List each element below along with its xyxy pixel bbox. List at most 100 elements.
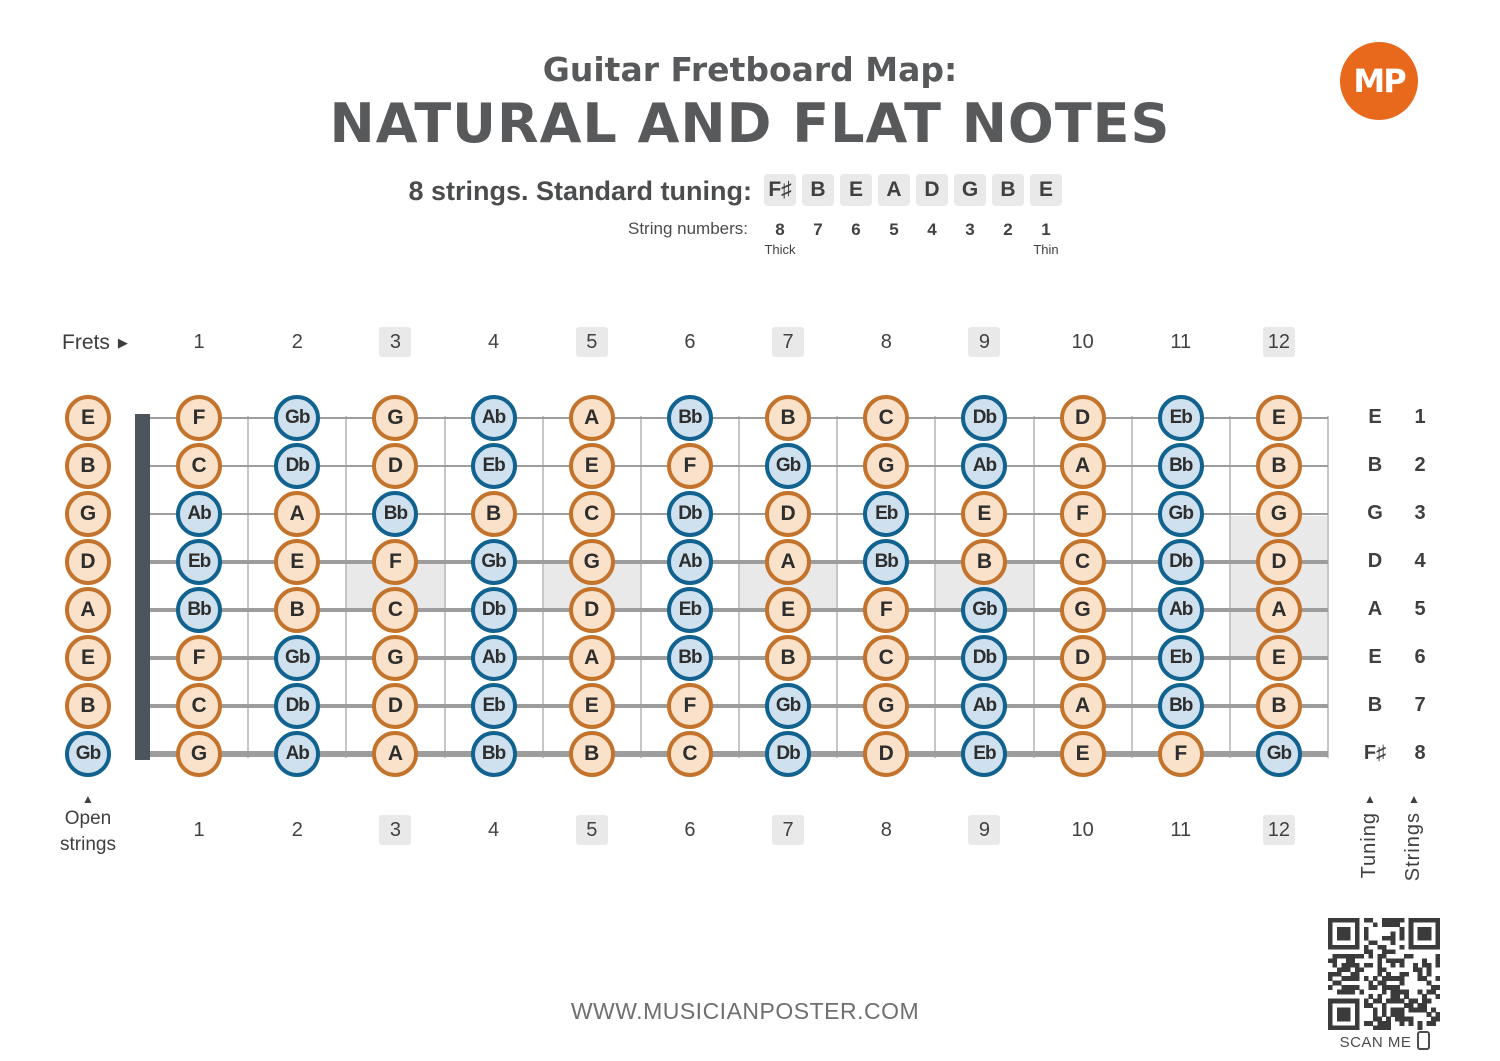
note-circle: D	[1059, 395, 1106, 441]
string-number: 1	[1041, 220, 1051, 239]
note-circle: E	[1059, 731, 1106, 777]
note-circle: A	[274, 491, 321, 537]
fret-number: 11	[1170, 331, 1192, 353]
fret-number: 9	[968, 327, 1001, 357]
string-number: 5	[889, 220, 899, 239]
note-circle: A	[1059, 683, 1106, 729]
fret-wire	[345, 416, 348, 758]
note-circle: Gb	[765, 683, 812, 729]
note-circle: Bb	[1157, 683, 1204, 729]
string-number: 8	[775, 220, 785, 239]
fret-number: 8	[880, 819, 892, 841]
note-circle: G	[176, 731, 223, 777]
fret-number: 1	[193, 819, 205, 841]
strings-axis-arrow-icon: ▲	[1408, 792, 1420, 806]
fret-number: 3	[379, 327, 412, 357]
note-circle: C	[666, 731, 713, 777]
fret-number: 8	[880, 331, 892, 353]
note-circle: Eb	[961, 731, 1008, 777]
string-tuning-label: B	[1367, 454, 1383, 476]
fret-number: 11	[1170, 819, 1192, 841]
strings-axis-label: Strings	[1402, 812, 1424, 882]
note-circle: B	[1255, 683, 1302, 729]
note-circle: F	[863, 587, 910, 633]
note-circle: D	[765, 491, 812, 537]
note-circle: B	[470, 491, 517, 537]
fret-number: 12	[1262, 815, 1295, 845]
string-line	[135, 464, 1328, 468]
note-circle: G	[372, 395, 419, 441]
note-circle: C	[1059, 539, 1106, 585]
note-circle: Eb	[1157, 635, 1204, 681]
open-string-note: E	[65, 395, 111, 441]
thick-label: Thick	[764, 242, 796, 257]
note-circle: G	[372, 635, 419, 681]
note-circle: Gb	[1157, 491, 1204, 537]
tuning-chip: E	[1030, 174, 1062, 206]
note-circle: F	[666, 443, 713, 489]
fret-number: 5	[575, 815, 608, 845]
string-tuning-label: F♯	[1363, 742, 1387, 764]
tuning-chip: A	[878, 174, 910, 206]
note-circle: Ab	[961, 683, 1008, 729]
tuning-subtitle: 8 strings. Standard tuning:	[408, 176, 752, 206]
note-circle: Bb	[863, 539, 910, 585]
note-circle: C	[863, 635, 910, 681]
open-string-note: A	[65, 587, 111, 633]
string-number-label: 8	[1414, 742, 1426, 764]
poster-title-line1: Guitar Fretboard Map:	[542, 50, 958, 89]
note-circle: Ab	[961, 443, 1008, 489]
note-circle: Eb	[1157, 395, 1204, 441]
note-circle: Bb	[666, 395, 713, 441]
note-circle: F	[666, 683, 713, 729]
note-circle: Db	[1157, 539, 1204, 585]
fret-wire	[541, 416, 544, 758]
note-circle: Ab	[274, 731, 321, 777]
note-circle: F	[1157, 731, 1204, 777]
string-line	[135, 512, 1328, 516]
open-string-note: G	[65, 491, 111, 537]
fret-wire	[738, 416, 740, 758]
fret-number: 6	[684, 819, 696, 841]
fret-number: 6	[684, 331, 696, 353]
fret-wire	[247, 416, 250, 758]
string-line	[135, 655, 1328, 661]
note-circle: Db	[961, 395, 1008, 441]
note-circle: E	[765, 587, 812, 633]
note-circle: D	[372, 683, 419, 729]
note-circle: Db	[274, 443, 321, 489]
tuning-axis-arrow-icon: ▲	[1364, 792, 1376, 806]
string-tuning-label: E	[1368, 646, 1382, 668]
note-circle: B	[961, 539, 1008, 585]
note-circle: A	[1059, 443, 1106, 489]
note-circle: Eb	[470, 683, 517, 729]
open-strings-arrow-icon: ▲	[82, 792, 94, 806]
tuning-chip: B	[992, 174, 1024, 206]
note-circle: C	[372, 587, 419, 633]
string-number: 3	[965, 220, 975, 239]
string-number-label: 5	[1414, 598, 1426, 620]
note-circle: Gb	[274, 395, 321, 441]
tuning-chip: F♯	[764, 174, 796, 206]
fret-number: 2	[291, 819, 303, 841]
note-circle: Db	[666, 491, 713, 537]
note-circle: B	[1255, 443, 1302, 489]
fret-number: 1	[193, 331, 205, 353]
string-number-label: 4	[1414, 550, 1426, 572]
note-circle: Ab	[470, 635, 517, 681]
string-number: 4	[927, 220, 937, 239]
note-circle: B	[765, 635, 812, 681]
tuning-chip: B	[802, 174, 834, 206]
open-string-note: D	[65, 539, 111, 585]
note-circle: B	[568, 731, 615, 777]
frets-arrow-icon: ▶	[117, 335, 128, 350]
fret-wire	[836, 416, 839, 758]
fret-number: 9	[968, 815, 1001, 845]
note-circle: F	[1059, 491, 1106, 537]
note-circle: G	[1059, 587, 1106, 633]
note-circle: Eb	[470, 443, 517, 489]
string-number-label: 7	[1414, 694, 1426, 716]
open-string-note: E	[65, 635, 111, 681]
note-circle: G	[863, 443, 910, 489]
note-circle: Db	[470, 587, 517, 633]
